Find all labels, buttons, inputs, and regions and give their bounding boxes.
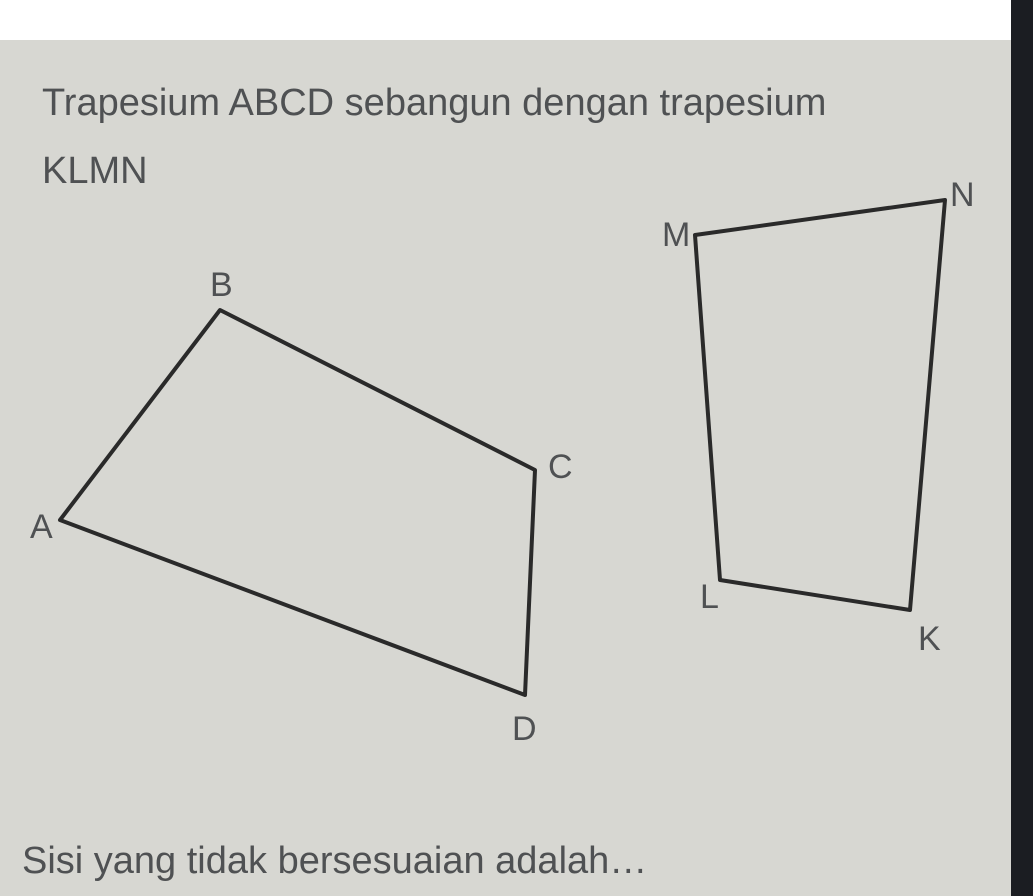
vertex-label-c: C (548, 448, 573, 486)
vertex-label-k: K (918, 620, 941, 658)
vertex-label-d: D (512, 710, 537, 748)
question-prompt: Sisi yang tidak bersesuaian adalah… (22, 840, 647, 883)
vertex-label-b: B (210, 266, 233, 304)
page: Trapesium ABCD sebangun dengan trapesium… (0, 0, 1033, 896)
vertex-label-m: M (662, 216, 690, 254)
trapezoid-abcd (60, 310, 535, 695)
trapezoid-klmn (695, 200, 945, 610)
vertex-label-a: A (30, 508, 53, 546)
geometry-figure: A B C D K L M N (0, 0, 1033, 896)
vertex-label-l: L (700, 578, 719, 616)
vertex-label-n: N (950, 176, 975, 214)
